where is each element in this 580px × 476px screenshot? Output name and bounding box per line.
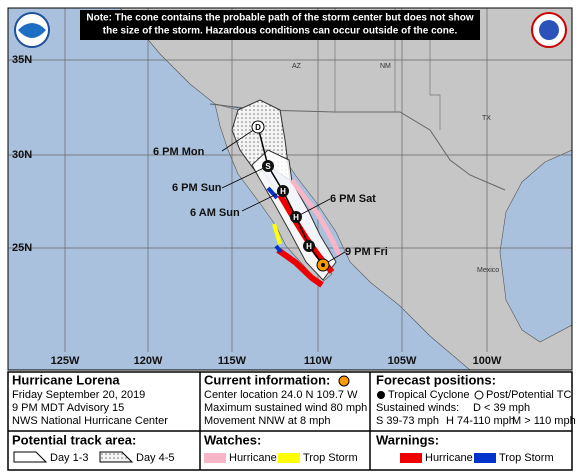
forecast-title: Forecast positions: <box>376 372 496 387</box>
tc-icon <box>377 391 385 399</box>
forecast-points: D S H H H <box>251 120 330 272</box>
current-title: Current information: <box>204 372 330 387</box>
track-title: Potential track area: <box>12 432 136 447</box>
day45-label: Day 4-5 <box>136 452 175 464</box>
legend-dividers <box>8 372 572 470</box>
hurricane-watch <box>289 178 343 258</box>
point-h <box>277 185 289 197</box>
region-label: NM <box>380 63 391 70</box>
time-label: 6 PM Sun <box>172 182 222 194</box>
nws-logo-mark <box>539 20 559 40</box>
trop-watch-swatch <box>278 453 300 463</box>
warnings-title: Warnings: <box>376 432 439 447</box>
trop-warning-label: Trop Storm <box>499 452 554 464</box>
region-label: TX <box>482 115 491 122</box>
time-label: 6 PM Sat <box>330 193 376 205</box>
day45-icon <box>99 451 134 463</box>
advisory: 9 PM MDT Advisory 15 <box>12 402 124 414</box>
center-location: Center location 24.0 N 109.7 W <box>204 389 358 401</box>
lat-label: 25N <box>12 242 32 254</box>
ptc-label: Post/Potential TC <box>486 389 571 401</box>
lat-label: 35N <box>12 54 32 66</box>
trop-warning-swatch <box>474 453 496 463</box>
source: NWS National Hurricane Center <box>12 415 168 427</box>
lon-label: 125W <box>51 355 80 367</box>
map-frame <box>7 7 573 371</box>
note-text: the size of the storm. Hazardous conditi… <box>103 26 458 37</box>
region-label: AZ <box>292 63 302 70</box>
lon-label: 120W <box>134 355 163 367</box>
winds-title: Sustained winds: <box>376 402 459 414</box>
note-box <box>80 10 480 40</box>
point-s <box>262 160 274 172</box>
symbol: H <box>293 213 299 222</box>
map: D S H H H 6 PM Mon 6 PM Sun 6 AM Sun 6 P… <box>8 8 572 370</box>
hurricane-watch-label: Hurricane <box>229 452 277 464</box>
noaa-logo-mark <box>18 23 46 38</box>
watches-title: Watches: <box>204 432 261 447</box>
point-d <box>251 120 265 134</box>
symbol: H <box>280 187 286 196</box>
wind-m: M > 110 mph <box>512 415 576 427</box>
day13-icon <box>13 451 48 463</box>
symbol: D <box>255 123 261 132</box>
day13-label: Day 1-3 <box>50 452 89 464</box>
symbol: H <box>306 242 312 251</box>
graticule <box>8 8 572 352</box>
time-label: 9 PM Fri <box>345 246 388 258</box>
point-h <box>303 240 315 252</box>
storm-date: Friday September 20, 2019 <box>12 389 145 401</box>
lon-label: 100W <box>473 355 502 367</box>
ptc-icon <box>474 390 484 400</box>
hurricane-warning-swatch <box>400 453 422 463</box>
lon-label: 105W <box>388 355 417 367</box>
time-label: 6 PM Mon <box>153 146 205 158</box>
wind-s: S 39-73 mph <box>376 415 439 427</box>
trop-watch-label: Trop Storm <box>303 452 358 464</box>
lon-label: 115W <box>218 355 247 367</box>
current-center <box>321 263 325 267</box>
legend-frame <box>7 371 573 471</box>
current-icon <box>338 375 350 387</box>
lat-label: 30N <box>12 149 32 161</box>
hurricane-watch-swatch <box>204 453 226 463</box>
storm-name: Hurricane Lorena <box>12 372 120 387</box>
wind-h: H 74-110 mph <box>446 415 515 427</box>
lon-label: 110W <box>304 355 333 367</box>
note-text: Note: The cone contains the probable pat… <box>86 13 473 24</box>
movement: Movement NNW at 8 mph <box>204 415 331 427</box>
trop-storm-watch <box>272 223 282 245</box>
time-label: 6 AM Sun <box>190 207 240 219</box>
max-wind: Maximum sustained wind 80 mph <box>204 402 367 414</box>
tc-label: Tropical Cyclone <box>388 389 470 401</box>
symbol: S <box>265 162 271 171</box>
wind-d: D < 39 mph <box>473 402 530 414</box>
hurricane-warning <box>276 193 335 288</box>
region-label: Mexico <box>477 267 499 274</box>
point-h <box>290 211 302 223</box>
trop-storm-warning <box>266 186 283 254</box>
hurricane-warning-label: Hurricane <box>425 452 473 464</box>
